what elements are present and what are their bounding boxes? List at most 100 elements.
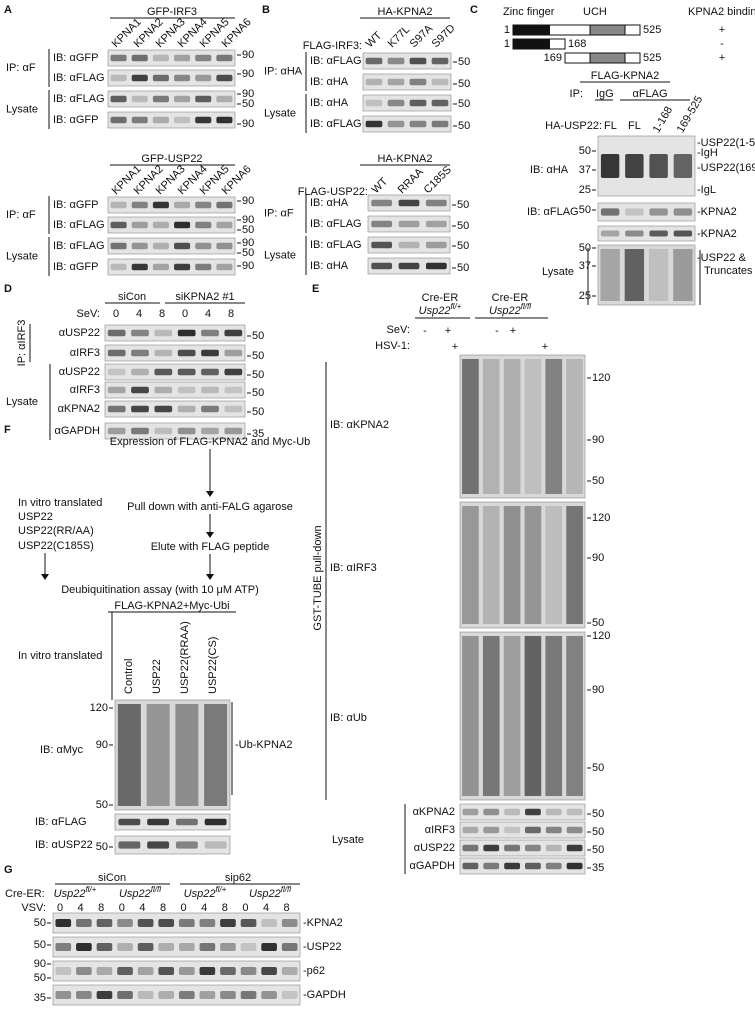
band <box>199 967 216 975</box>
band <box>131 74 148 82</box>
label: siKPNA2 #1 <box>175 291 234 303</box>
lane-label: S97A <box>408 22 436 50</box>
size-marker: 50 <box>458 56 470 68</box>
blot <box>362 52 452 70</box>
label: Lysate <box>332 834 364 846</box>
band <box>154 427 173 435</box>
label: 1 <box>504 24 510 36</box>
band <box>224 427 243 435</box>
label: siCon <box>118 291 146 303</box>
smear <box>117 704 141 806</box>
band <box>566 826 583 834</box>
smear <box>482 359 500 494</box>
band <box>649 208 668 216</box>
band <box>154 329 173 337</box>
label: + <box>719 24 725 36</box>
size-marker: 50 <box>252 330 264 342</box>
size-marker: 50 <box>96 799 108 811</box>
band <box>220 967 236 975</box>
band <box>55 967 72 975</box>
band <box>76 967 92 975</box>
blot <box>362 73 452 91</box>
band <box>483 826 500 834</box>
label: - <box>720 38 724 50</box>
label: IB: αKPNA2 <box>330 419 389 431</box>
band <box>224 386 243 394</box>
label: αUSP22 <box>414 842 455 854</box>
band <box>371 262 393 270</box>
size-marker: 90 <box>242 214 254 226</box>
label: 0 <box>181 902 187 914</box>
band <box>281 991 298 999</box>
size-marker: 50 <box>34 972 46 984</box>
band <box>76 919 92 927</box>
size-marker: 50 <box>458 98 470 110</box>
band <box>525 808 541 816</box>
label: IP: <box>570 88 583 100</box>
band <box>110 54 127 62</box>
label: - <box>423 325 427 337</box>
label: A <box>4 4 12 16</box>
label: -GAPDH <box>303 989 346 1001</box>
band <box>220 919 236 927</box>
smear <box>524 359 542 494</box>
blot <box>107 216 236 234</box>
gene: Usp22 <box>489 305 521 317</box>
label: IB: αIRF3 <box>330 562 377 574</box>
allele: fl/+ <box>215 885 226 894</box>
smear <box>566 506 583 624</box>
arrow-head <box>206 574 214 580</box>
band <box>462 862 479 870</box>
blot <box>104 381 246 399</box>
band <box>240 991 257 999</box>
band <box>224 349 243 357</box>
band <box>131 221 148 229</box>
blot <box>104 422 246 440</box>
blot <box>107 49 236 67</box>
band <box>625 208 644 216</box>
band <box>117 943 133 951</box>
band <box>261 943 277 951</box>
smear <box>673 249 693 301</box>
band-label: -IgH <box>697 147 718 159</box>
label: + <box>510 325 516 337</box>
label: FLAG-IRF3: <box>303 40 362 52</box>
smear <box>600 249 620 301</box>
band <box>107 349 126 357</box>
band <box>152 54 169 62</box>
lane-label: K77L <box>386 24 413 51</box>
band <box>371 241 393 249</box>
band <box>224 405 243 413</box>
band <box>201 386 219 394</box>
allele: fl/fl <box>151 885 161 894</box>
size-marker: 50 <box>592 844 604 856</box>
smear <box>545 359 563 494</box>
band <box>204 818 227 826</box>
band <box>387 57 405 65</box>
band <box>147 818 170 826</box>
band <box>195 201 212 209</box>
size-marker: 120 <box>592 512 610 524</box>
label: 525 <box>643 52 661 64</box>
band <box>178 967 195 975</box>
smear <box>566 636 583 796</box>
band <box>96 991 113 999</box>
label: + <box>452 341 458 353</box>
band <box>431 57 449 65</box>
band <box>174 201 191 209</box>
label: + <box>445 325 451 337</box>
arrow-head <box>206 491 214 497</box>
band <box>201 368 219 376</box>
label: E <box>312 283 319 295</box>
size-marker: 90 <box>96 739 108 751</box>
size-marker: 50 <box>34 917 46 929</box>
row-label: IB: αHA <box>310 197 349 209</box>
label: GFP-USP22 <box>141 153 202 165</box>
band <box>398 199 420 207</box>
size-marker: 50 <box>252 369 264 381</box>
smear <box>545 506 563 624</box>
band <box>204 841 227 849</box>
row-label: IB: αGFP <box>53 52 98 64</box>
size-marker: 50 <box>34 939 46 951</box>
size-marker: 50 <box>579 145 591 157</box>
